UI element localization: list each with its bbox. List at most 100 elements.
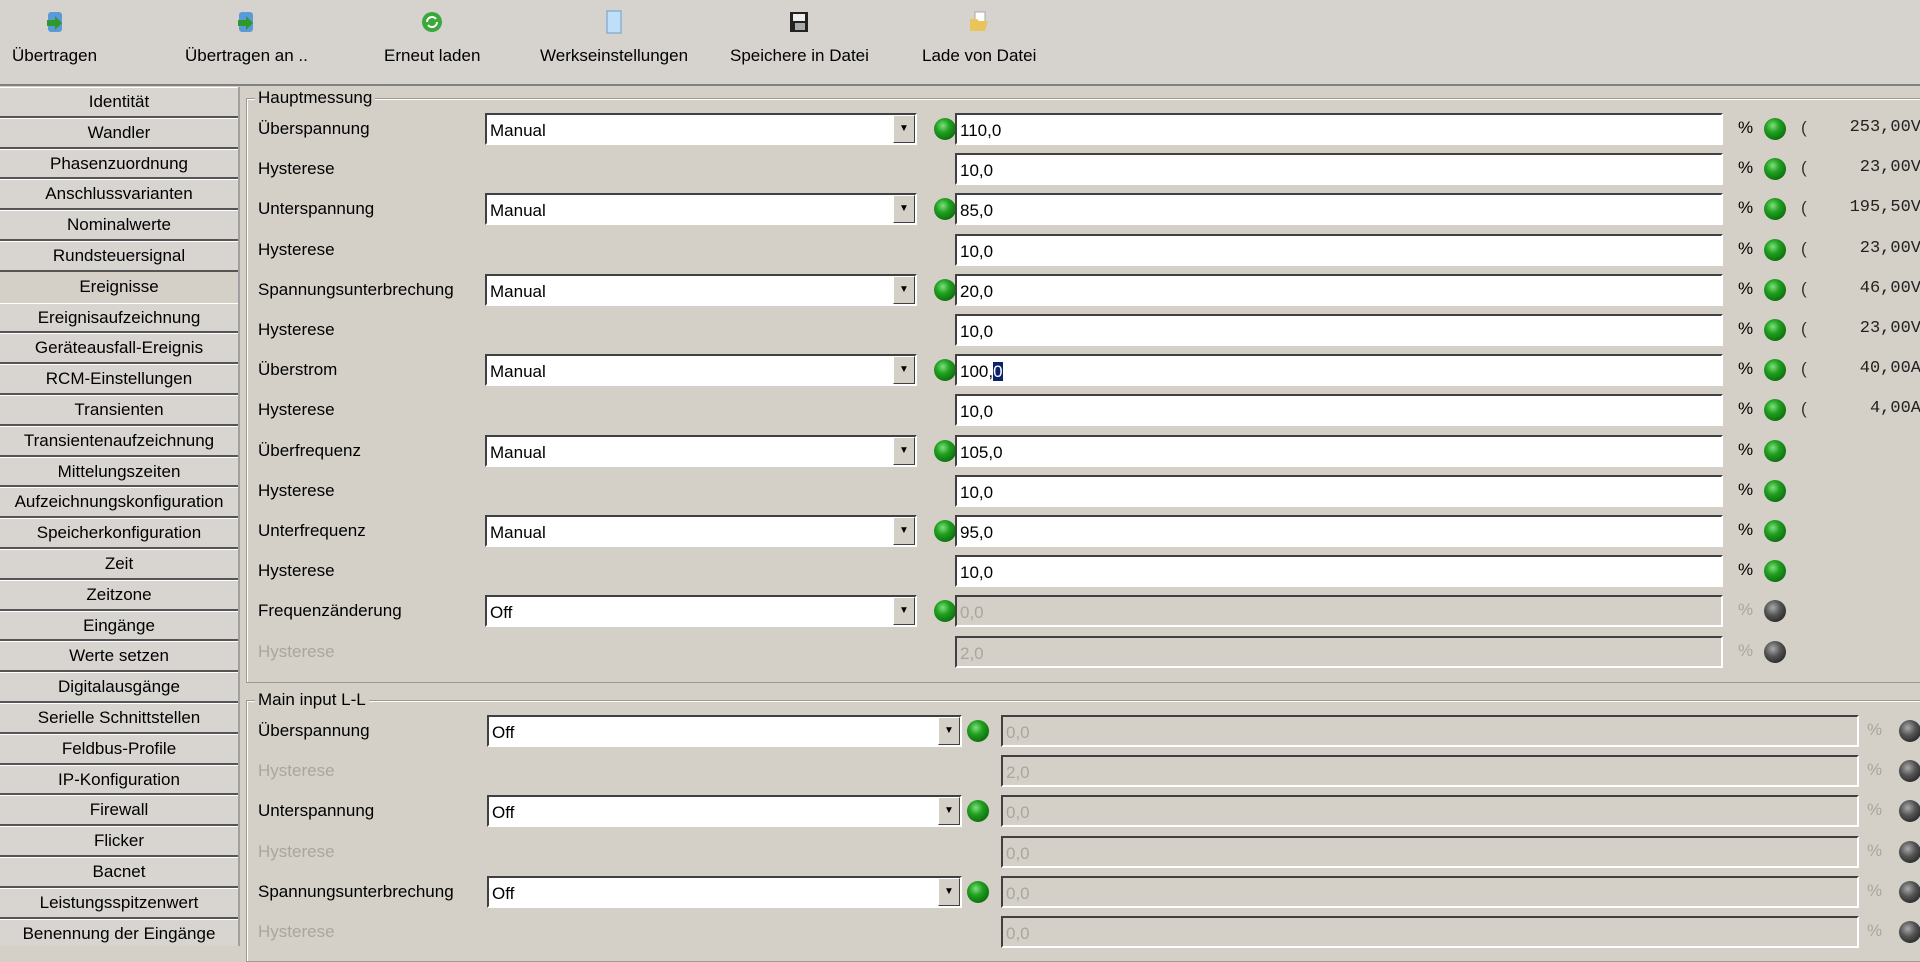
chevron-down-icon[interactable]: ▼ <box>938 717 960 745</box>
sidebar-item[interactable]: Geräteausfall-Ereignis <box>0 333 238 365</box>
mode-select[interactable]: Manual ▼ <box>485 113 917 145</box>
mode-select[interactable]: Manual ▼ <box>485 273 917 306</box>
value-input[interactable]: 0,0 <box>1001 715 1859 747</box>
value-input[interactable]: 0,0 <box>1001 875 1859 908</box>
toolbar-button-open-folder[interactable]: Lade von Datei <box>922 6 1036 76</box>
sidebar-item[interactable]: Nominalwerte <box>0 210 238 241</box>
sidebar-item[interactable]: Flicker <box>0 826 238 857</box>
sidebar-item[interactable]: Eingänge <box>0 610 238 642</box>
toolbar-button-reload[interactable]: Erneut laden <box>384 6 480 76</box>
sidebar-item[interactable]: Anschlussvarianten <box>0 179 238 211</box>
value-input[interactable]: 10,0 <box>955 555 1723 588</box>
status-led-icon <box>934 520 956 542</box>
value-input[interactable]: 110,0 <box>955 113 1723 145</box>
toolbar-button-factory-settings[interactable]: Werkseinstellungen <box>540 6 688 76</box>
sidebar-item[interactable]: Phasenzuordnung <box>0 148 238 180</box>
toolbar-button-transfer[interactable]: Übertragen <box>12 6 97 76</box>
chevron-down-icon[interactable]: ▼ <box>893 115 915 143</box>
mode-select-value: Off <box>492 883 515 903</box>
sidebar-item[interactable]: Ereignisse <box>0 271 238 303</box>
value-text: 20,0 <box>960 281 994 301</box>
value-input[interactable]: 0,0 <box>1001 795 1859 828</box>
sidebar-item[interactable]: Ereignisaufzeichnung <box>0 302 238 334</box>
toolbar-button-transfer-to[interactable]: Übertragen an .. <box>185 6 308 76</box>
chevron-down-icon[interactable]: ▼ <box>893 356 915 385</box>
value-input[interactable]: 10,0 <box>955 394 1723 427</box>
sidebar-item[interactable]: Wandler <box>0 117 238 149</box>
sidebar-item[interactable]: Werte setzen <box>0 641 238 673</box>
mode-select-value: Off <box>492 723 515 742</box>
sidebar-item[interactable]: Bacnet <box>0 856 238 888</box>
chevron-down-icon[interactable]: ▼ <box>938 877 960 906</box>
status-led-icon <box>1764 238 1786 261</box>
setting-label: Hysterese <box>258 400 335 420</box>
setting-row: Hysterese 10,0% (23,00V <box>247 310 1920 350</box>
sidebar-item[interactable]: Mittelungszeiten <box>0 456 238 488</box>
sidebar-item[interactable]: IP-Konfiguration <box>0 764 238 796</box>
mode-select-value: Manual <box>490 523 546 542</box>
sidebar-item[interactable]: Speicherkonfiguration <box>0 518 238 549</box>
chevron-down-icon[interactable]: ▼ <box>893 195 915 224</box>
mode-select[interactable]: Off ▼ <box>485 595 917 628</box>
status-led-icon <box>1764 640 1786 663</box>
sidebar-item[interactable]: Firewall <box>0 795 238 827</box>
setting-row: Hysterese 10,0% (4,00A <box>247 390 1920 430</box>
status-led-icon <box>1899 800 1920 823</box>
unit-label: % <box>1738 319 1754 338</box>
mode-select[interactable]: Off ▼ <box>487 795 962 828</box>
value-input[interactable]: 0,0 <box>1001 916 1859 948</box>
value-input[interactable]: 0,0 <box>955 595 1723 628</box>
sidebar-item[interactable]: Identität <box>0 87 238 118</box>
value-input[interactable]: 10,0 <box>955 153 1723 186</box>
chevron-down-icon[interactable]: ▼ <box>893 597 915 626</box>
chevron-down-icon[interactable]: ▼ <box>893 275 915 304</box>
value-input[interactable]: 2,0 <box>1001 755 1859 788</box>
mode-select[interactable]: Manual ▼ <box>485 193 917 226</box>
value-text: 10,0 <box>960 241 994 261</box>
value-input[interactable]: 105,0 <box>955 434 1723 467</box>
chevron-down-icon[interactable]: ▼ <box>938 797 960 826</box>
mode-select[interactable]: Manual ▼ <box>485 515 917 547</box>
value-input[interactable]: 10,0 <box>955 314 1723 346</box>
paren: ( <box>1801 238 1807 258</box>
mode-select[interactable]: Manual ▼ <box>485 434 917 467</box>
sidebar-item[interactable]: Transienten <box>0 394 238 426</box>
status-led-icon <box>1764 278 1786 301</box>
value-input[interactable]: 2,0 <box>955 635 1723 668</box>
sidebar-item[interactable]: Benennung der Eingänge <box>0 918 238 946</box>
paren: ( <box>1801 399 1807 419</box>
unit-label: % <box>1738 439 1754 459</box>
sidebar-item[interactable]: Rundsteuersignal <box>0 240 238 272</box>
mode-select[interactable]: Off ▼ <box>487 715 962 747</box>
value-text: 10,0 <box>960 161 994 181</box>
sidebar-item[interactable]: Zeitzone <box>0 579 238 611</box>
sidebar-item[interactable]: Aufzeichnungskonfiguration <box>0 487 238 519</box>
paren: ( <box>1801 158 1807 178</box>
setting-row: Hysterese 2,0% <box>247 751 1920 791</box>
sidebar-item[interactable]: Zeit <box>0 548 238 580</box>
value-input[interactable]: 10,0 <box>955 233 1723 266</box>
sidebar-item[interactable]: Transientenaufzeichnung <box>0 425 238 457</box>
status-led-icon <box>1764 359 1786 382</box>
chevron-down-icon[interactable]: ▼ <box>893 517 915 545</box>
toolbar-button-save-file[interactable]: Speichere in Datei <box>730 6 869 76</box>
sidebar-item[interactable]: RCM-Einstellungen <box>0 364 238 395</box>
value-text: 2,0 <box>1006 763 1030 783</box>
mode-select[interactable]: Off ▼ <box>487 875 962 908</box>
sidebar-item[interactable]: Leistungsspitzenwert <box>0 887 238 919</box>
value-input[interactable]: 20,0 <box>955 273 1723 306</box>
value-input[interactable]: 95,0 <box>955 515 1723 547</box>
value-input[interactable]: 85,0 <box>955 193 1723 226</box>
settings-group: Hauptmessung Überspannung Manual ▼ 110,0% (25… <box>246 88 1920 683</box>
value-input[interactable]: 10,0 <box>955 474 1723 507</box>
toolbar-button-label: Übertragen an .. <box>185 46 308 65</box>
sidebar-item[interactable]: Serielle Schnittstellen <box>0 702 238 734</box>
value-text: 95,0 <box>960 523 994 542</box>
value-input[interactable]: 0,0 <box>1001 835 1859 868</box>
sidebar-item[interactable]: Feldbus-Profile <box>0 733 238 765</box>
sidebar-item[interactable]: Digitalausgänge <box>0 672 238 703</box>
chevron-down-icon[interactable]: ▼ <box>893 436 915 465</box>
unit-label: % <box>1738 198 1754 218</box>
mode-select[interactable]: Manual ▼ <box>485 354 917 387</box>
value-input[interactable]: 100,0 <box>955 354 1723 387</box>
